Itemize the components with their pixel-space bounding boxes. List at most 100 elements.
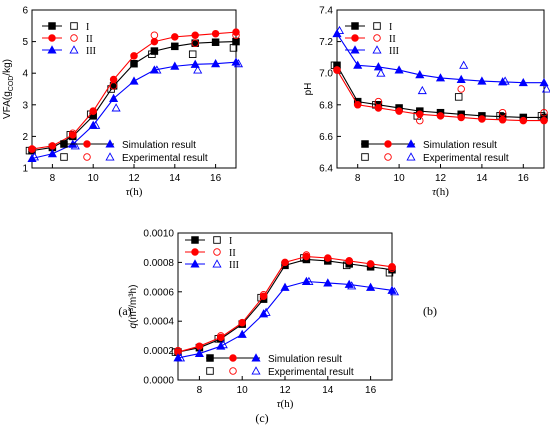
legend-sim-marker bbox=[384, 140, 392, 148]
panel-b-caption: (b) bbox=[423, 304, 437, 318]
y-tick-label: 7.2 bbox=[319, 37, 333, 48]
experimental-point bbox=[232, 31, 240, 40]
x-tick-label: 14 bbox=[169, 173, 181, 184]
simulation-point bbox=[323, 278, 333, 287]
legend-experimental-label: Experimental result bbox=[423, 153, 509, 164]
legend-marker-filled bbox=[48, 22, 56, 30]
experimental-point bbox=[109, 82, 118, 90]
x-axis-label: τ(h) bbox=[126, 186, 143, 198]
x-axis-label: τ(h) bbox=[277, 398, 294, 410]
panel-a-caption: (a) bbox=[118, 304, 131, 318]
x-tick-label: 10 bbox=[394, 173, 406, 184]
simulation-point bbox=[395, 107, 403, 115]
experimental-point bbox=[540, 108, 548, 117]
legend-marker-open bbox=[373, 22, 381, 30]
experimental-point bbox=[498, 108, 507, 117]
experimental-point bbox=[193, 65, 203, 74]
panel-b-chart: 8 10 12 14 166.46.66.87.07.27.4τ(h)pHIIIIIIS… bbox=[303, 6, 550, 198]
y-tick-label: 2 bbox=[22, 132, 28, 143]
legend-marker-open bbox=[372, 45, 382, 54]
legend-simulation-label: Simulation result bbox=[268, 354, 342, 365]
experimental-point bbox=[374, 97, 383, 106]
experimental-point bbox=[233, 58, 244, 68]
legend-marker-open bbox=[70, 22, 78, 30]
simulation-point bbox=[238, 318, 246, 327]
legend-exp-marker bbox=[384, 153, 392, 161]
experimental-point bbox=[111, 103, 121, 112]
legend-exp-marker bbox=[60, 153, 68, 161]
simulation-point bbox=[211, 29, 220, 38]
y-axis-label: q(m³/m³h) bbox=[128, 285, 139, 329]
simulation-point bbox=[388, 263, 396, 271]
panel-c-chart: 8 10 12 14 16 0.0000 0.0002 0.0004 0.0006 0.0008 0… bbox=[128, 229, 400, 410]
simulation-point bbox=[366, 260, 375, 268]
simulation-point bbox=[416, 110, 424, 119]
y-tick-label: 0.0008 bbox=[143, 258, 174, 269]
experimental-point bbox=[218, 339, 228, 349]
simulation-point bbox=[477, 76, 487, 85]
simulation-point bbox=[217, 333, 225, 342]
experimental-point bbox=[459, 60, 469, 69]
simulation-line-II bbox=[177, 255, 393, 353]
legend-marker-filled bbox=[351, 22, 359, 30]
simulation-point bbox=[150, 37, 159, 46]
x-tick-label: 16 bbox=[518, 173, 530, 184]
simulation-line-III bbox=[177, 280, 393, 359]
legend-exp-marker bbox=[105, 152, 115, 161]
legend-marker-filled bbox=[350, 45, 360, 54]
legend-marker-filled bbox=[191, 248, 199, 256]
legend-simulation-label: Simulation result bbox=[122, 140, 196, 151]
legend-sim-marker bbox=[251, 353, 261, 362]
legend-label-II: II bbox=[229, 248, 236, 259]
simulation-point bbox=[302, 252, 311, 261]
legend-label-II: II bbox=[389, 34, 396, 45]
experimental-point bbox=[500, 76, 510, 85]
x-tick-label: 10 bbox=[88, 173, 100, 184]
legend-marker-open bbox=[213, 236, 221, 244]
simulation-point bbox=[374, 104, 383, 112]
experimental-point bbox=[304, 276, 314, 285]
legend-marker-filled bbox=[351, 34, 359, 42]
y-tick-label: 7.0 bbox=[319, 69, 333, 80]
y-tick-label: 4 bbox=[22, 69, 28, 80]
simulation-point bbox=[232, 37, 240, 46]
simulation-point bbox=[170, 61, 180, 70]
simulation-point bbox=[109, 75, 118, 84]
x-tick-label: 8 bbox=[50, 173, 56, 184]
simulation-point bbox=[436, 112, 445, 120]
experimental-point bbox=[417, 85, 427, 95]
experimental-point bbox=[175, 353, 186, 362]
simulation-point bbox=[415, 70, 425, 79]
legend-label-III: III bbox=[389, 46, 399, 57]
simulation-point bbox=[191, 31, 199, 40]
x-tick-label: 12 bbox=[128, 173, 140, 184]
experimental-point bbox=[259, 290, 268, 299]
simulation-point bbox=[48, 142, 57, 150]
legend-sim-marker bbox=[60, 140, 68, 148]
experimental-point bbox=[376, 68, 386, 77]
simulation-point bbox=[519, 116, 528, 125]
simulation-point bbox=[171, 33, 179, 41]
x-tick-label: 8 bbox=[197, 385, 203, 396]
panel-c-caption: (c) bbox=[255, 411, 268, 425]
simulation-point bbox=[237, 329, 247, 338]
simulation-point bbox=[478, 115, 486, 123]
x-tick-label: 14 bbox=[476, 173, 488, 184]
y-tick-label: 0.0000 bbox=[143, 376, 174, 387]
panel-a-chart: 8 10 12 14 16123456τ(h)VFA(gCOD/kg)IIIIIISim… bbox=[2, 6, 244, 198]
legend-sim-marker bbox=[83, 140, 91, 148]
experimental-point bbox=[334, 25, 345, 35]
x-axis-label: τ(h) bbox=[432, 186, 449, 198]
experimental-point bbox=[191, 39, 199, 47]
simulation-line-II bbox=[31, 31, 237, 150]
y-tick-label: 6.8 bbox=[319, 100, 333, 111]
simulation-point bbox=[190, 59, 200, 68]
simulation-point bbox=[366, 282, 376, 291]
simulation-point bbox=[280, 282, 290, 291]
simulation-point bbox=[539, 77, 549, 87]
legend-experimental-label: Experimental result bbox=[122, 153, 208, 164]
simulation-point bbox=[435, 73, 446, 82]
experimental-point bbox=[333, 66, 341, 74]
y-tick-label: 0.0010 bbox=[143, 229, 174, 240]
